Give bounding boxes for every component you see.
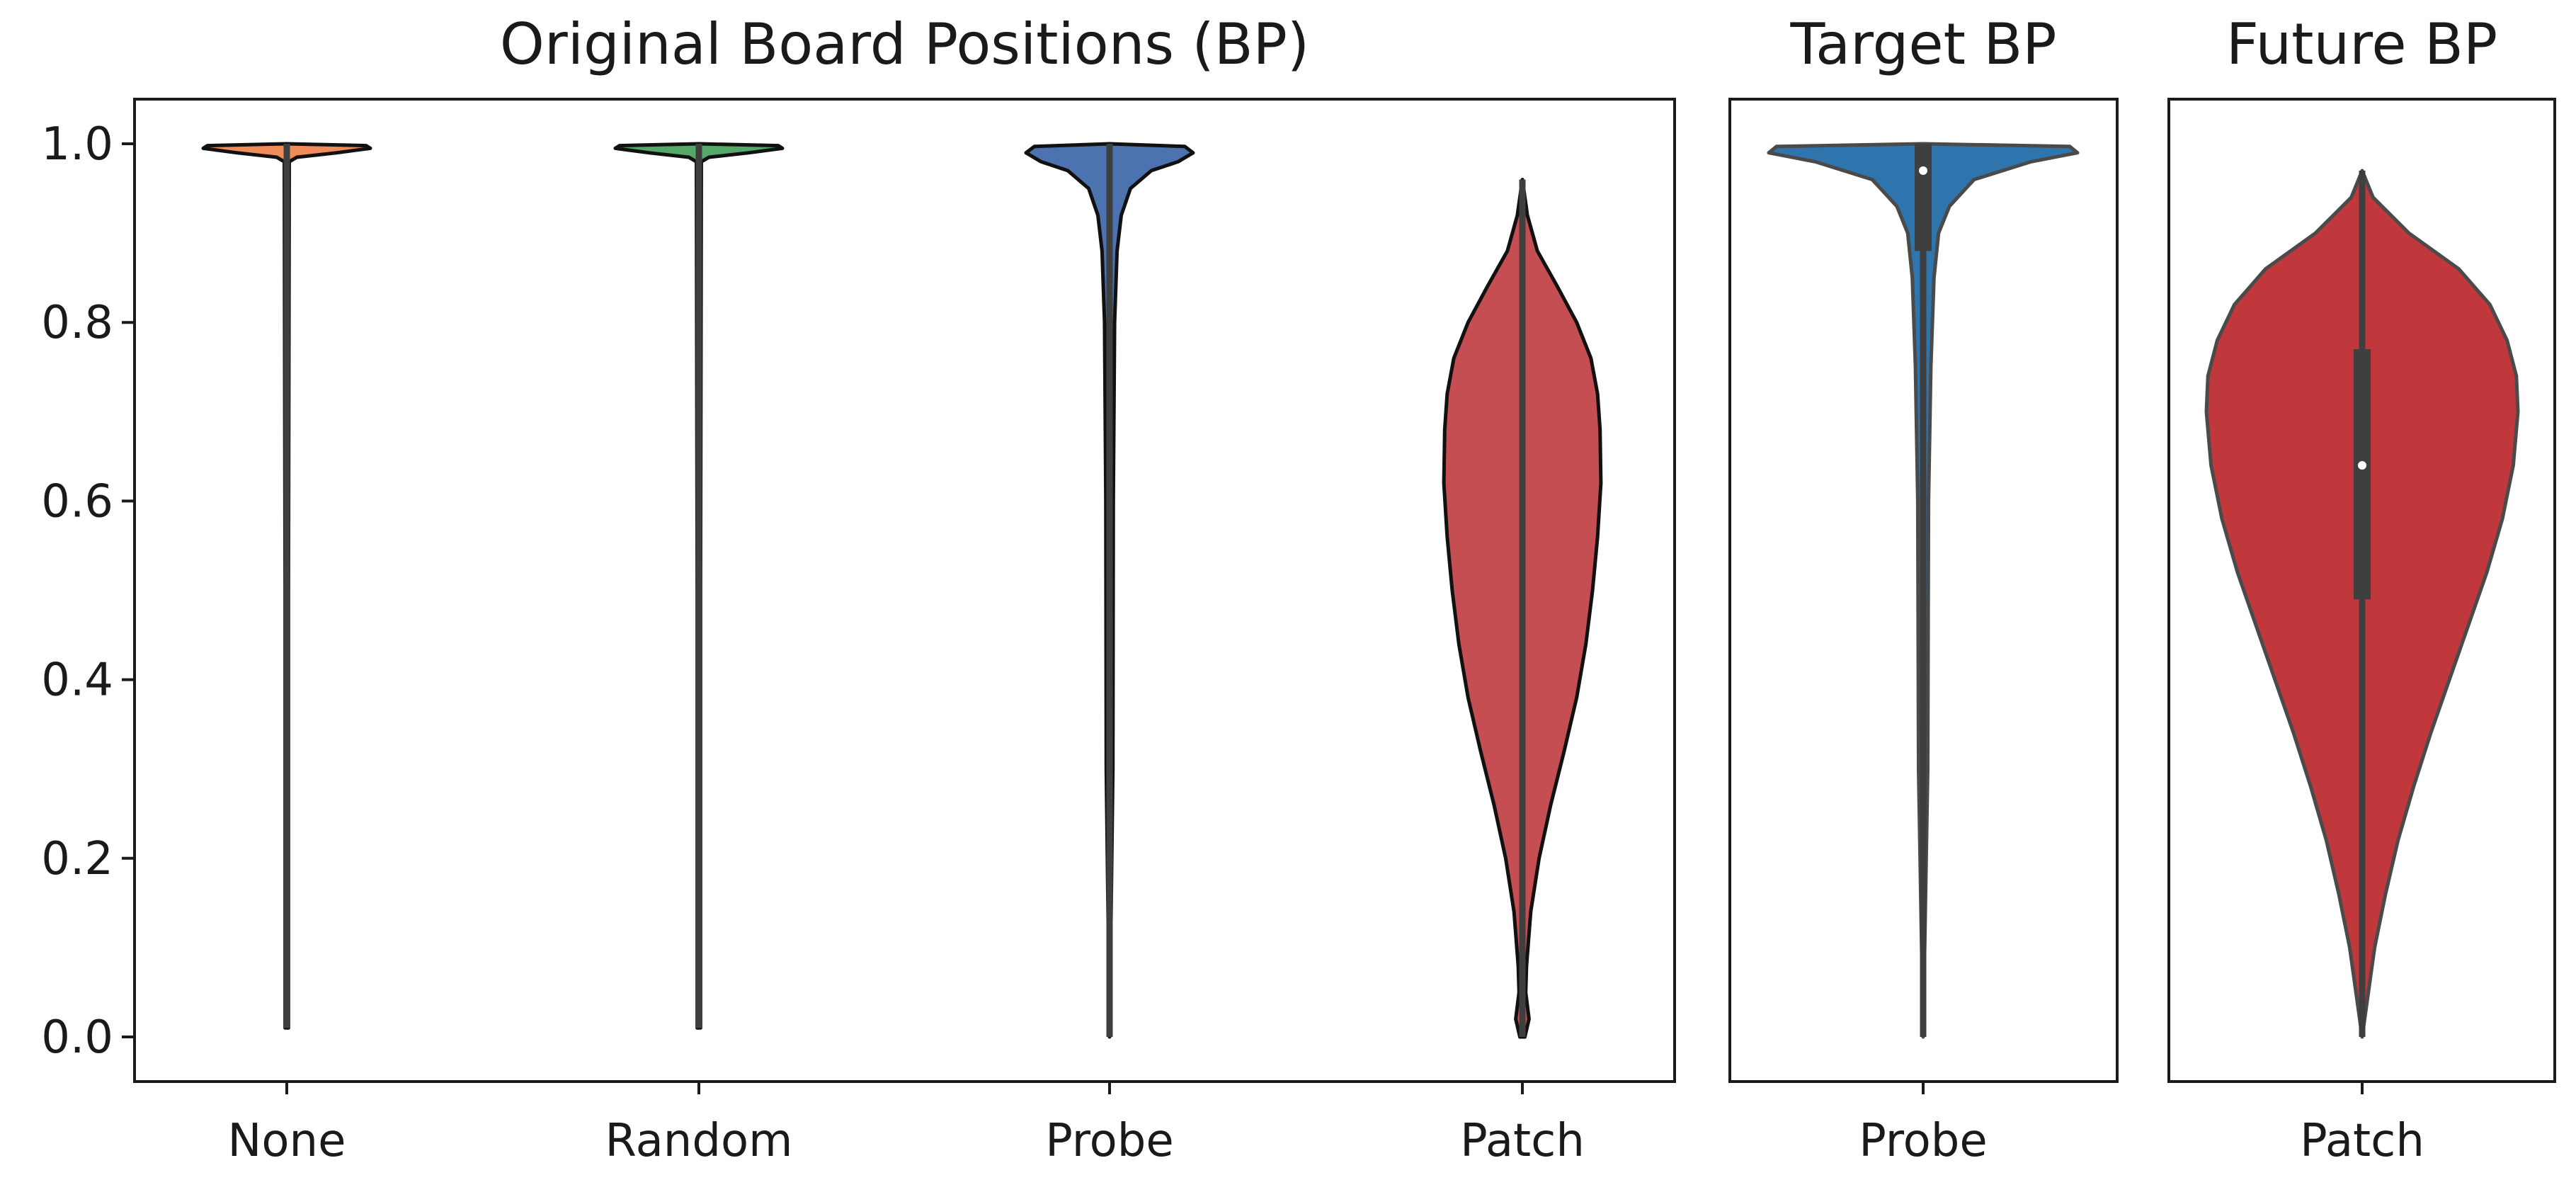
chart-panel-3: Future BP Patch bbox=[2167, 11, 2556, 1167]
y-tick-label: 0.6 bbox=[41, 475, 113, 528]
y-tick-label: 0.4 bbox=[41, 654, 113, 707]
y-tick-label: 0.2 bbox=[41, 833, 113, 885]
iqr-box-probe bbox=[1915, 144, 1932, 251]
plot-frame bbox=[133, 98, 1676, 1083]
median-dot-probe bbox=[1919, 166, 1927, 175]
x-tick-label: Patch bbox=[1460, 1115, 1585, 1167]
x-tick-label: Patch bbox=[2300, 1115, 2424, 1167]
y-tick-label: 0.8 bbox=[41, 297, 113, 349]
iqr-box-patch bbox=[2354, 349, 2371, 600]
chart-panel-1: Original Board Positions (BP) None Random P… bbox=[41, 11, 1676, 1167]
x-tick-label: None bbox=[228, 1115, 346, 1167]
x-tick-label: Probe bbox=[1859, 1115, 1988, 1167]
median-dot-patch bbox=[2358, 460, 2366, 470]
chart-title: Future BP bbox=[2226, 11, 2497, 77]
y-tick-label: 0.0 bbox=[41, 1011, 113, 1064]
x-tick-label: Probe bbox=[1045, 1115, 1174, 1167]
y-tick-label: 1.0 bbox=[41, 118, 113, 171]
chart-panel-2: Target BP Probe bbox=[1728, 11, 2119, 1167]
plot-frame bbox=[2167, 98, 2556, 1083]
x-tick-label: Random bbox=[605, 1115, 793, 1167]
chart-title: Original Board Positions (BP) bbox=[500, 11, 1309, 77]
chart-title: Target BP bbox=[1789, 11, 2056, 77]
plot-frame bbox=[1728, 98, 2119, 1083]
